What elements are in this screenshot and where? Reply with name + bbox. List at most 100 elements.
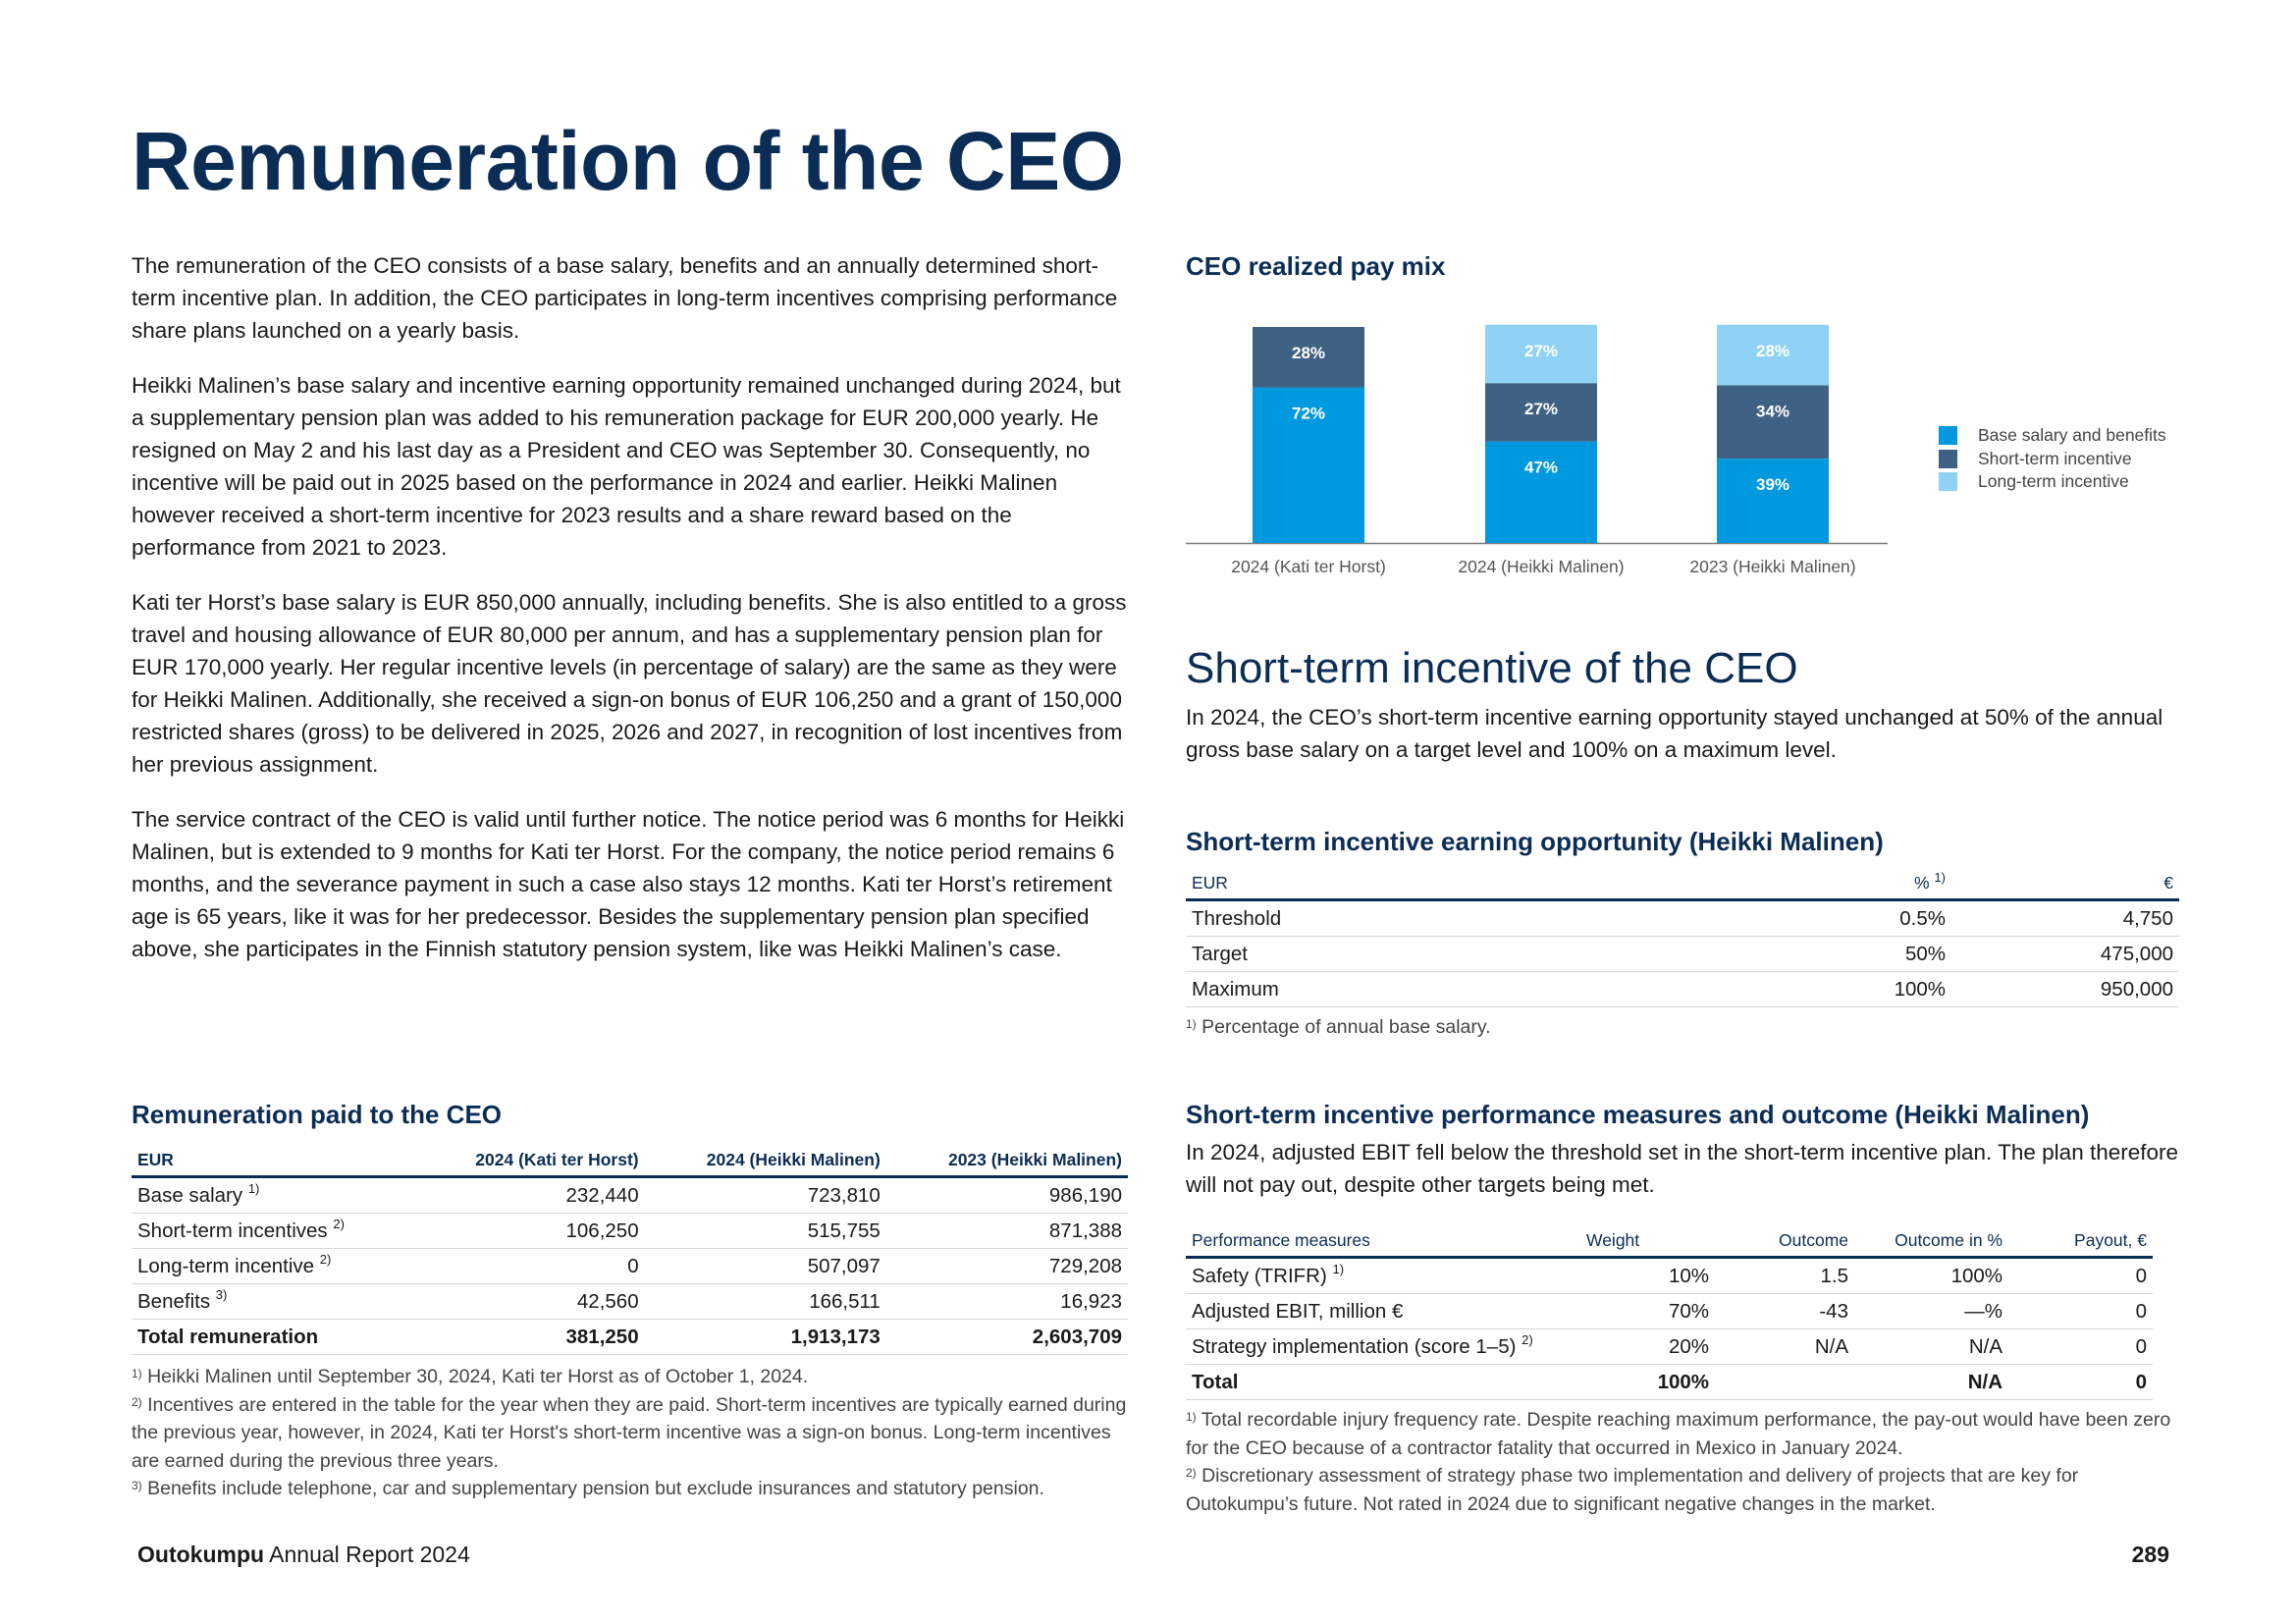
table-row: Threshold 0.5% 4,750 [1186,899,2179,937]
column-header: EUR [132,1146,417,1178]
row-label: Total [1186,1364,1580,1400]
cell-value: 100% [1580,1364,1715,1400]
cell-value [1715,1364,1854,1400]
column-header: EUR [1186,869,1783,901]
cell-value: N/A [1854,1364,2008,1400]
cell-value: —% [1854,1293,2008,1329]
legend-swatch [1939,426,1957,446]
footnote: 2) Discretionary assessment of strategy … [1186,1465,2079,1515]
page-number: 289 [2131,1542,2169,1567]
legend-item: Short-term incentive [1939,448,2166,471]
column-header: 2023 (Heikki Malinen) [885,1146,1128,1178]
column-header: % 1) [1783,869,1951,901]
opportunity-section: Short-term incentive earning opportunity… [1186,827,2179,1042]
footnote: 3) Benefits include telephone, car and s… [132,1478,1044,1499]
intro-text: The remuneration of the CEO consists of … [132,249,1128,988]
table-row: Maximum 100% 950,000 [1186,971,2179,1007]
cell-value: 950,000 [1951,971,2179,1007]
row-label: Safety (TRIFR) 1) [1186,1257,1580,1294]
cell-value: 0 [2008,1328,2153,1365]
column-header: € [1951,869,2179,901]
measures-section: Short-term incentive performance measure… [1186,1100,2179,1518]
intro-paragraph-1: The remuneration of the CEO consists of … [132,253,1118,343]
bar-segment [1717,324,1829,386]
cell-value: 381,250 [416,1319,645,1355]
opportunity-heading: Short-term incentive earning opportunity… [1186,827,1884,856]
bar-segment [1253,387,1364,543]
row-label: Total remuneration [132,1319,417,1355]
cell-value: 70% [1580,1293,1715,1329]
remuneration-section: Remuneration paid to the CEO EUR 2024 (K… [132,1100,1128,1503]
table-row: Strategy implementation (score 1–5) 2) 2… [1186,1328,2153,1365]
data-label: 28% [1756,342,1789,360]
cell-value: 166,511 [644,1283,886,1320]
cell-value: 2,603,709 [885,1319,1128,1355]
sti-heading: Short-term incentive of the CEO [1186,644,1798,692]
row-label: Short-term incentives 2) [132,1213,417,1249]
cell-value: 100% [1783,971,1951,1007]
table-header-row: Performance measures Weight Outcome Outc… [1186,1226,2153,1259]
row-label: Benefits 3) [132,1283,417,1320]
footer-brand: Outokumpu [137,1542,265,1567]
row-label: Adjusted EBIT, million € [1186,1293,1580,1329]
cell-value: 50% [1783,936,1951,972]
category-label: 2023 (Heikki Malinen) [1689,557,1855,576]
cell-value: N/A [1715,1328,1854,1365]
column-header: Outcome [1715,1226,1854,1259]
footer-text: Annual Report 2024 [269,1542,470,1567]
sti-section: Short-term incentive of the CEO In 2024,… [1186,644,2177,788]
total-row: Total remuneration 381,250 1,913,173 2,6… [132,1319,1128,1355]
cell-value: 100% [1854,1257,2008,1294]
data-label: 28% [1292,344,1325,362]
measures-text: In 2024, adjusted EBIT fell below the th… [1186,1140,2179,1197]
cell-value: -43 [1715,1293,1854,1329]
sti-text: In 2024, the CEO’s short-term incentive … [1186,705,2163,762]
footnote: 1) Total recordable injury frequency rat… [1186,1409,2171,1459]
cell-value: N/A [1854,1328,2008,1365]
footnote: 1) Percentage of annual base salary. [1186,1016,1491,1038]
cell-value: 729,208 [885,1248,1128,1284]
cell-value: 20% [1580,1328,1715,1365]
cell-value: 0 [2008,1364,2153,1400]
pay-mix-chart: 72% 28% 2024 (Kati ter Horst) 47% 27% 27% 2024… [1186,295,1893,599]
table-row: Benefits 3) 42,560 166,511 16,923 [132,1283,1128,1320]
data-label: 72% [1292,405,1325,423]
bar-segment [1485,441,1597,543]
row-label: Target [1186,936,1783,972]
bar-segment [1717,385,1829,460]
table-row: Target 50% 475,000 [1186,936,2179,972]
row-label: Long-term incentive 2) [132,1248,417,1284]
data-label: 39% [1756,475,1789,494]
cell-value: 515,755 [644,1213,886,1249]
row-label: Strategy implementation (score 1–5) 2) [1186,1328,1580,1365]
row-label: Base salary 1) [132,1176,417,1214]
intro-paragraph-2: Heikki Malinen’s base salary and incenti… [132,373,1121,560]
table-row: Long-term incentive 2) 0 507,097 729,208 [132,1248,1128,1284]
legend-item: Base salary and benefits [1939,424,2166,448]
footer: Outokumpu Annual Report 2024 [137,1542,470,1568]
cell-value: 0 [2008,1293,2153,1329]
table-row: Safety (TRIFR) 1) 10% 1.5 100% 0 [1186,1257,2153,1294]
data-label: 27% [1524,342,1558,360]
cell-value: 10% [1580,1257,1715,1294]
footnote: 2) Incentives are entered in the table f… [132,1393,1127,1472]
category-label: 2024 (Kati ter Horst) [1231,557,1386,576]
total-row: Total 100% N/A 0 [1186,1364,2153,1400]
data-label: 34% [1756,402,1789,420]
data-label: 47% [1524,459,1558,477]
cell-value: 723,810 [644,1176,886,1214]
opportunity-table: EUR % 1) € Threshold 0.5% 4,750 Target 5… [1186,869,2179,1007]
cell-value: 106,250 [416,1213,645,1249]
legend-item: Long-term incentive [1939,470,2166,494]
column-header: Performance measures [1186,1226,1580,1259]
remuneration-heading: Remuneration paid to the CEO [132,1100,503,1129]
cell-value: 507,097 [644,1248,886,1284]
table-row: Base salary 1) 232,440 723,810 986,190 [132,1176,1128,1214]
category-label: 2024 (Heikki Malinen) [1458,557,1624,576]
cell-value: 0 [2008,1257,2153,1294]
table-row: Adjusted EBIT, million € 70% -43 —% 0 [1186,1293,2153,1329]
table-header-row: EUR 2024 (Kati ter Horst) 2024 (Heikki M… [132,1146,1128,1178]
cell-value: 1.5 [1715,1257,1854,1294]
pay-mix-chart-svg: 72% 28% 2024 (Kati ter Horst) 47% 27% 27% 2024… [1186,324,1888,576]
cell-value: 986,190 [885,1176,1128,1214]
